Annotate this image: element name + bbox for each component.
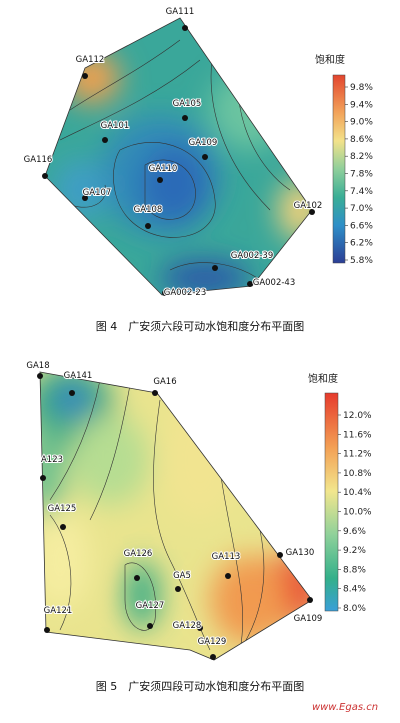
well — [60, 524, 66, 530]
well-label: GA002-43 — [253, 278, 296, 288]
colorbar-label: 6.6% — [350, 221, 373, 231]
colorbar-label: 7.4% — [350, 187, 373, 197]
well-label: GA002-23 — [164, 288, 207, 298]
well-label: GA126 — [124, 549, 153, 559]
well-label: GA128 — [173, 621, 202, 631]
well — [182, 115, 188, 121]
well — [147, 623, 153, 629]
well — [307, 597, 313, 603]
well — [212, 265, 218, 271]
well — [175, 586, 181, 592]
colorbar-label: 5.8% — [350, 256, 373, 266]
colorbar-label: 9.6% — [343, 527, 366, 537]
well-label: GA16 — [153, 377, 176, 387]
colorbar-title: 饱和度 — [308, 372, 338, 385]
well — [44, 627, 50, 633]
colorbar-label: 12.0% — [343, 411, 372, 421]
well — [309, 209, 315, 215]
well — [145, 223, 151, 229]
colorbar-label: 7.8% — [350, 170, 373, 180]
colorbar-label: 7.0% — [350, 204, 373, 214]
well — [182, 25, 188, 31]
well — [82, 195, 88, 201]
colorbar-label: 9.0% — [350, 118, 373, 128]
well — [37, 373, 43, 379]
colorbar-label: 8.0% — [343, 604, 366, 614]
well-label: GA109 — [294, 614, 323, 624]
well-label: GA130 — [286, 548, 315, 558]
well — [152, 390, 158, 396]
colorbar-label: 8.6% — [350, 135, 373, 145]
colorbar-label: 11.2% — [343, 450, 372, 460]
well — [157, 177, 163, 183]
well-label: GA5 — [173, 571, 191, 581]
well — [102, 137, 108, 143]
colorbar-label: 9.8% — [350, 83, 373, 93]
watermark: www.Egas.cn — [312, 702, 378, 713]
colorbar-label: 9.2% — [343, 546, 366, 556]
well — [277, 552, 283, 558]
well-label: GA112 — [76, 55, 105, 65]
well-label: A123 — [41, 455, 63, 465]
well-label: GA18 — [26, 361, 49, 371]
well-label: GA109 — [189, 138, 218, 148]
well — [42, 173, 48, 179]
well — [82, 73, 88, 79]
well-label: GA129 — [198, 637, 227, 647]
well-label: GA116 — [24, 155, 53, 165]
well — [40, 475, 46, 481]
well-label: GA002-39 — [231, 251, 274, 261]
colorbar-label: 10.4% — [343, 488, 372, 498]
well-label: GA101 — [101, 121, 130, 131]
well-label: GA141 — [64, 371, 93, 381]
colorbar-label: 11.6% — [343, 430, 372, 440]
colorbar-label: 10.0% — [343, 508, 372, 518]
well-label: GA127 — [136, 601, 165, 611]
colorbar-label: 10.8% — [343, 469, 372, 479]
well-label: GA121 — [44, 606, 73, 616]
colorbar-label: 6.2% — [350, 239, 373, 249]
well-label: GA110 — [149, 164, 178, 174]
well-label: GA111 — [166, 7, 195, 17]
well — [202, 154, 208, 160]
caption: 图 4 广安须六段可动水饱和度分布平面图 — [96, 319, 305, 333]
colorbar-title: 饱和度 — [315, 53, 345, 66]
well-label: GA125 — [48, 504, 77, 514]
well-label: GA108 — [134, 205, 163, 215]
well — [134, 575, 140, 581]
well — [197, 625, 203, 631]
well — [247, 281, 253, 287]
well-label: GA113 — [212, 552, 241, 562]
caption: 图 5 广安须四段可动水饱和度分布平面图 — [96, 679, 305, 693]
contour-map-2 — [39, 371, 339, 661]
colorbar-label: 8.2% — [350, 152, 373, 162]
colorbar-label: 8.8% — [343, 565, 366, 575]
well — [225, 573, 231, 579]
colorbar-label: 9.4% — [350, 100, 373, 110]
well-label: GA105 — [173, 99, 202, 109]
well — [210, 654, 216, 660]
well — [162, 290, 168, 296]
well-label: GA107 — [83, 188, 112, 198]
well — [69, 390, 75, 396]
colorbar-label: 8.4% — [343, 585, 366, 595]
well-label: GA102 — [294, 201, 323, 211]
